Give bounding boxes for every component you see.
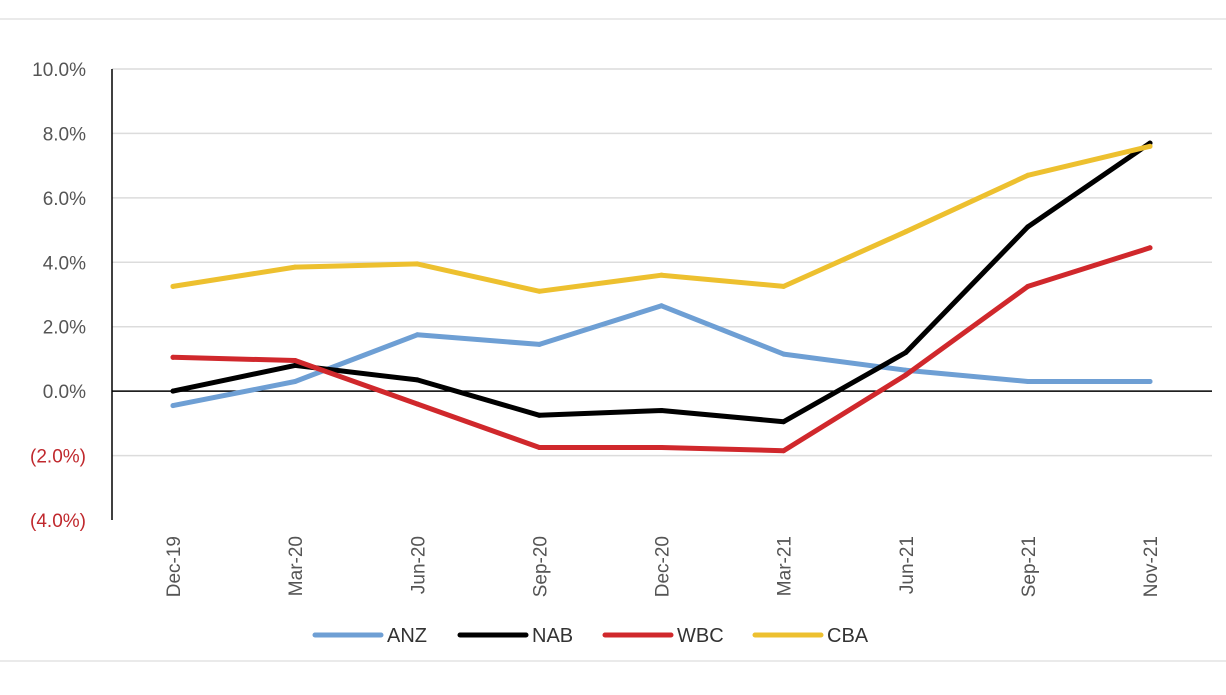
legend-label-cba: CBA (827, 625, 869, 647)
data-point-wbc (903, 372, 909, 378)
data-point-anz (292, 378, 298, 384)
data-point-cba (1147, 143, 1153, 149)
x-tick-label: Mar-21 (775, 536, 796, 596)
y-tick-label: 4.0% (43, 253, 86, 274)
gridlines (112, 68, 1212, 457)
data-point-anz (1025, 378, 1031, 384)
data-point-nab (414, 377, 420, 383)
data-point-wbc (292, 358, 298, 364)
x-tick-label: Jun-20 (408, 536, 429, 594)
data-point-nab (536, 412, 542, 418)
x-tick-label: Dec-19 (164, 536, 185, 597)
legend-label-wbc: WBC (677, 625, 724, 647)
x-tick-label: Sep-20 (530, 536, 551, 597)
data-point-anz (414, 332, 420, 338)
y-tick-labels: (4.0%) (2.0%) 0.0% 2.0% 4.0% 6.0% 8.0% 10.0% (30, 60, 86, 532)
x-tick-labels: Dec-19 Mar-20 Jun-20 Sep-20 Dec-20 Mar-21 Jun-… (164, 536, 1162, 597)
data-point-nab (903, 349, 909, 355)
data-point-nab (170, 388, 176, 394)
data-point-nab (659, 407, 664, 413)
x-tick-label: Jun-21 (897, 536, 918, 594)
data-point-cba (781, 283, 787, 289)
data-point-wbc (1025, 283, 1031, 289)
y-tick-label: (2.0%) (30, 447, 86, 468)
data-point-wbc (659, 445, 664, 451)
data-point-nab (292, 362, 298, 368)
data-point-wbc (781, 448, 787, 454)
data-point-cba (170, 283, 176, 289)
data-point-nab (1025, 224, 1031, 230)
legend-label-nab: NAB (532, 625, 573, 647)
series-lines (170, 140, 1153, 454)
data-point-anz (781, 351, 787, 357)
data-point-wbc (170, 354, 176, 360)
axes (111, 69, 1212, 520)
data-point-anz (659, 303, 664, 309)
data-point-cba (1025, 172, 1031, 178)
data-point-wbc (414, 401, 420, 407)
data-point-nab (781, 419, 787, 425)
x-tick-label: Dec-20 (653, 536, 674, 597)
series-line-wbc (170, 245, 1153, 454)
y-tick-label: 8.0% (43, 124, 86, 145)
data-point-cba (292, 264, 298, 270)
data-point-anz (536, 341, 542, 347)
y-tick-label: 2.0% (43, 318, 86, 339)
data-point-cba (414, 261, 420, 267)
y-tick-label: 6.0% (43, 189, 86, 210)
legend: ANZ NAB WBC CBA (312, 625, 869, 647)
x-tick-label: Nov-21 (1141, 536, 1162, 597)
data-point-cba (536, 288, 542, 294)
legend-label-anz: ANZ (387, 625, 427, 647)
x-tick-label: Sep-21 (1019, 536, 1040, 597)
data-point-anz (170, 403, 176, 409)
data-point-cba (903, 229, 909, 235)
data-point-wbc (1147, 245, 1153, 251)
x-tick-label: Mar-20 (286, 536, 307, 596)
data-point-wbc (536, 445, 542, 451)
y-tick-label: (4.0%) (30, 511, 86, 532)
y-tick-label: 10.0% (32, 60, 86, 81)
data-point-anz (1147, 378, 1153, 384)
y-tick-label: 0.0% (43, 382, 86, 403)
series-line-cba (170, 143, 1153, 294)
data-point-cba (659, 272, 664, 278)
